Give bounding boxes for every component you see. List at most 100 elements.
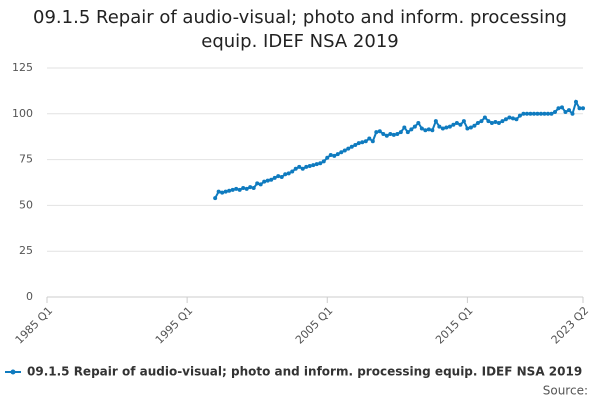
data-point <box>451 122 456 127</box>
data-point <box>283 172 288 177</box>
data-point <box>227 188 232 193</box>
data-point <box>332 153 337 158</box>
data-point <box>276 174 281 179</box>
data-point <box>258 182 263 187</box>
series-line <box>214 99 583 199</box>
y-tick-label: 125 <box>12 61 33 74</box>
data-point <box>566 108 571 113</box>
data-point <box>398 130 403 135</box>
data-point <box>269 177 274 182</box>
data-point <box>339 150 344 155</box>
data-point <box>367 136 372 141</box>
data-point <box>500 119 505 124</box>
data-point <box>486 119 491 124</box>
data-point <box>395 131 400 136</box>
y-tick-label: 75 <box>19 153 33 166</box>
data-point <box>507 115 512 120</box>
data-point <box>251 185 256 190</box>
data-point <box>563 109 568 114</box>
data-point <box>265 178 270 183</box>
data-point <box>496 120 501 125</box>
x-tick-label: 2023 Q2 <box>549 304 592 347</box>
data-point <box>325 155 330 160</box>
data-point <box>538 111 543 116</box>
data-point <box>493 120 498 125</box>
data-point <box>542 111 547 116</box>
data-point <box>307 164 312 169</box>
data-point <box>573 99 578 104</box>
data-point <box>290 169 295 174</box>
data-point <box>321 159 326 164</box>
data-point <box>244 186 249 191</box>
data-point <box>419 126 424 131</box>
data-point <box>353 142 358 147</box>
data-point <box>363 139 368 144</box>
data-point <box>346 146 351 151</box>
data-point <box>311 163 316 168</box>
chart-title: 09.1.5 Repair of audio-visual; photo and… <box>33 7 567 52</box>
legend-marker <box>10 369 16 375</box>
data-point <box>300 166 305 171</box>
data-point <box>234 186 239 191</box>
data-point <box>356 141 361 146</box>
data-point <box>377 129 382 134</box>
data-point <box>514 117 519 122</box>
legend-label: 09.1.5 Repair of audio-visual; photo and… <box>27 365 582 379</box>
data-point <box>360 140 365 145</box>
data-point <box>510 116 515 121</box>
data-point <box>468 125 473 130</box>
data-point <box>248 185 253 190</box>
data-point <box>437 124 442 129</box>
data-point <box>223 189 228 194</box>
data-point <box>531 111 536 116</box>
data-point <box>279 175 284 180</box>
data-point <box>524 111 529 116</box>
data-point <box>216 189 221 194</box>
data-point <box>391 132 396 137</box>
data-point <box>581 106 585 111</box>
data-point <box>328 153 333 158</box>
data-point <box>517 113 522 118</box>
y-tick-label: 0 <box>26 290 33 303</box>
data-point <box>556 106 561 111</box>
data-point <box>458 122 463 127</box>
data-point <box>549 111 554 116</box>
data-point <box>489 120 494 125</box>
data-point <box>528 111 533 116</box>
x-tick-label: 2015 Q1 <box>433 304 476 347</box>
data-point <box>286 171 291 176</box>
data-point <box>220 190 225 195</box>
data-point <box>454 120 459 125</box>
data-point <box>213 196 218 201</box>
data-point <box>430 128 435 133</box>
x-tick-label: 1995 Q1 <box>153 304 196 347</box>
data-point <box>370 139 375 144</box>
data-point <box>349 144 354 149</box>
data-point <box>482 115 487 120</box>
data-point <box>297 164 302 169</box>
data-point <box>230 187 235 192</box>
data-point <box>241 185 246 190</box>
data-point <box>412 124 417 129</box>
data-point <box>381 131 386 136</box>
data-point <box>342 148 347 153</box>
data-point <box>402 125 407 130</box>
data-point <box>426 127 431 132</box>
data-point <box>475 120 480 125</box>
data-point <box>262 179 267 184</box>
data-point <box>405 130 410 135</box>
x-tick-label: 2005 Q1 <box>293 304 336 347</box>
data-point <box>479 119 484 124</box>
data-point <box>423 128 428 133</box>
data-point <box>440 126 445 131</box>
data-point <box>570 111 575 116</box>
data-point <box>472 123 477 128</box>
data-point <box>461 119 466 124</box>
data-point <box>521 111 526 116</box>
data-point <box>433 119 438 124</box>
data-point <box>444 125 449 130</box>
data-point <box>293 166 298 171</box>
data-point <box>503 117 508 122</box>
